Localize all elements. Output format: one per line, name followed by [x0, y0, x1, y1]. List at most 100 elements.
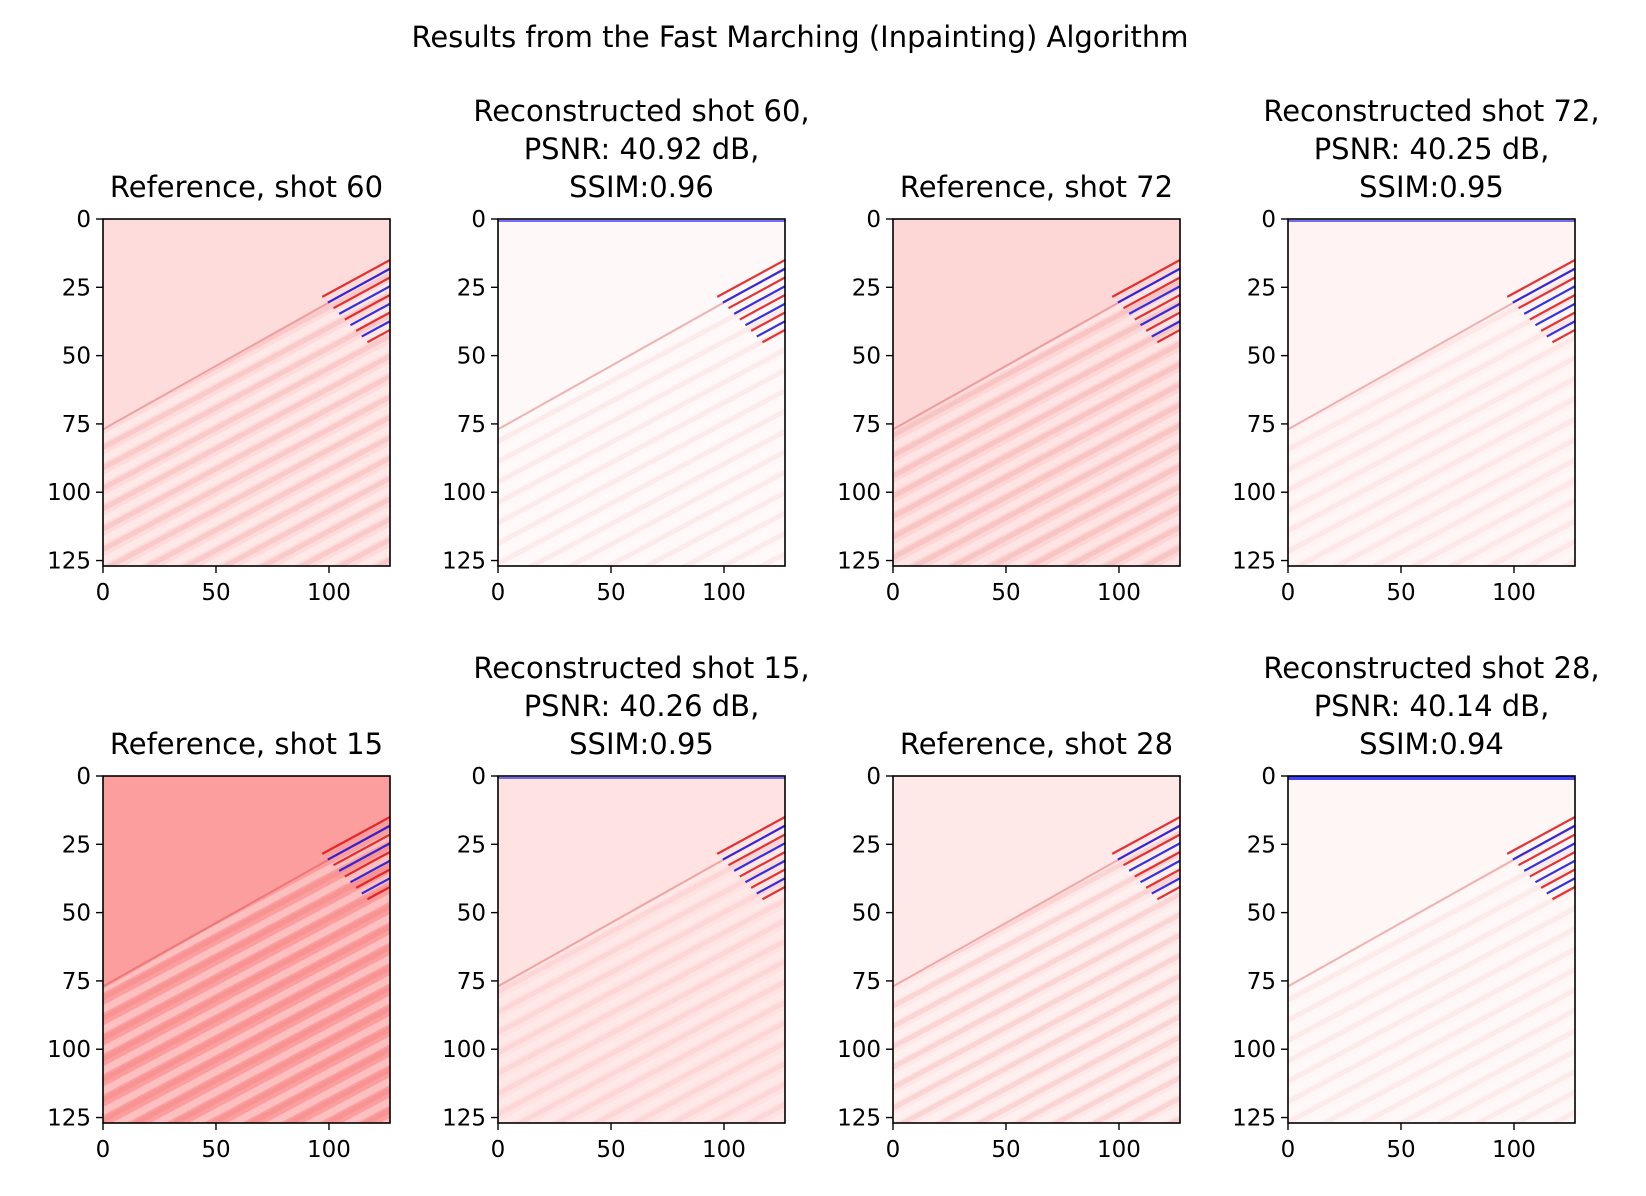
- x-tick-label: 50: [596, 1137, 625, 1163]
- x-tick-label: 100: [1492, 1137, 1536, 1163]
- axes-frame: [497, 218, 786, 567]
- y-tick-label: 125: [47, 549, 91, 575]
- y-tick-label: 100: [47, 1037, 91, 1063]
- subplot-title-line: Reference, shot 28: [900, 727, 1173, 761]
- subplot-title-line: PSNR: 40.26 dB,: [524, 689, 760, 723]
- y-tick-label: 25: [457, 832, 486, 858]
- x-tick-label: 100: [1492, 580, 1536, 606]
- source-wavelet: [1506, 259, 1575, 344]
- wavefield-region: [893, 268, 1180, 566]
- subplot-title-line: Reconstructed shot 60,: [473, 94, 809, 128]
- x-tick-label: 50: [201, 580, 230, 606]
- y-tick-label: 125: [47, 1106, 91, 1132]
- x-tick-label: 0: [886, 1137, 901, 1163]
- axes-frame: [1287, 218, 1576, 567]
- x-tick-label: 50: [201, 1137, 230, 1163]
- y-tick-label: 75: [62, 412, 91, 438]
- subplot-title-line: Reconstructed shot 15,: [473, 651, 809, 685]
- x-tick-label: 50: [991, 580, 1020, 606]
- subplot-title-line: SSIM:0.94: [1359, 727, 1504, 761]
- y-tick-label: 25: [62, 275, 91, 301]
- y-tick-label: 50: [62, 344, 91, 370]
- x-tick-label: 0: [96, 1137, 111, 1163]
- subplot-2: Reconstructed shot 60, PSNR: 40.92 dB, SSI…: [442, 94, 810, 606]
- heatmap-image: [1288, 219, 1575, 566]
- heatmap-image: [893, 776, 1180, 1123]
- y-tick-label: 125: [837, 549, 881, 575]
- subplot-title-line: Reference, shot 60: [110, 170, 383, 204]
- x-tick-label: 100: [702, 580, 746, 606]
- y-tick-label: 125: [442, 1106, 486, 1132]
- y-tick-label: 75: [457, 412, 486, 438]
- wavefield-region: [498, 268, 785, 566]
- y-tick-label: 0: [1261, 764, 1276, 790]
- wavefield-region: [103, 825, 390, 1123]
- y-tick-label: 50: [457, 901, 486, 927]
- y-tick-label: 125: [1232, 549, 1276, 575]
- subplot-title-line: Reconstructed shot 72,: [1263, 94, 1599, 128]
- y-tick-label: 0: [471, 764, 486, 790]
- axes-frame: [102, 775, 391, 1124]
- y-tick-label: 100: [442, 1037, 486, 1063]
- source-wavelet: [1111, 259, 1180, 344]
- y-tick-label: 0: [1261, 207, 1276, 233]
- y-tick-label: 50: [852, 344, 881, 370]
- y-tick-label: 0: [866, 207, 881, 233]
- y-tick-label: 50: [1247, 344, 1276, 370]
- y-tick-label: 25: [852, 832, 881, 858]
- x-tick-label: 100: [702, 1137, 746, 1163]
- axes-frame: [1287, 775, 1576, 1124]
- heatmap-image: [893, 219, 1180, 566]
- y-tick-label: 25: [457, 275, 486, 301]
- y-tick-label: 50: [457, 344, 486, 370]
- subplot-8: Reconstructed shot 28, PSNR: 40.14 dB, SSI…: [1232, 651, 1600, 1163]
- x-tick-label: 100: [307, 580, 351, 606]
- x-tick-label: 50: [1386, 1137, 1415, 1163]
- y-tick-label: 25: [852, 275, 881, 301]
- wavefield-region: [893, 825, 1180, 1123]
- heatmap-image: [498, 219, 785, 566]
- y-tick-label: 50: [62, 901, 91, 927]
- y-tick-label: 125: [837, 1106, 881, 1132]
- y-tick-label: 75: [852, 412, 881, 438]
- y-tick-label: 0: [471, 207, 486, 233]
- subplot-title-line: PSNR: 40.14 dB,: [1314, 689, 1550, 723]
- y-tick-label: 125: [442, 549, 486, 575]
- heatmap-image: [103, 776, 390, 1123]
- x-tick-label: 50: [596, 580, 625, 606]
- x-tick-label: 0: [1281, 1137, 1296, 1163]
- subplot-title-line: Reference, shot 15: [110, 727, 383, 761]
- subplot-title-line: SSIM:0.95: [1359, 170, 1504, 204]
- y-tick-label: 125: [1232, 1106, 1276, 1132]
- y-tick-label: 75: [457, 969, 486, 995]
- heatmap-image: [498, 776, 785, 1123]
- y-tick-label: 100: [442, 480, 486, 506]
- y-tick-label: 75: [1247, 969, 1276, 995]
- x-tick-label: 0: [886, 580, 901, 606]
- subplot-4: Reconstructed shot 72, PSNR: 40.25 dB, SSI…: [1232, 94, 1600, 606]
- x-tick-label: 100: [1097, 580, 1141, 606]
- x-tick-label: 50: [991, 1137, 1020, 1163]
- source-wavelet: [1111, 816, 1180, 901]
- y-tick-label: 50: [852, 901, 881, 927]
- figure-title: Results from the Fast Marching (Inpainti…: [411, 20, 1189, 54]
- axes-frame: [102, 218, 391, 567]
- heatmap-image: [103, 219, 390, 566]
- source-wavelet: [321, 259, 390, 344]
- axes-frame: [892, 218, 1181, 567]
- source-wavelet: [716, 259, 785, 344]
- y-tick-label: 100: [837, 480, 881, 506]
- subplot-title-line: SSIM:0.95: [569, 727, 714, 761]
- x-tick-label: 0: [491, 580, 506, 606]
- source-wavelet: [321, 816, 390, 901]
- x-tick-label: 50: [1386, 580, 1415, 606]
- axes-frame: [497, 775, 786, 1124]
- y-tick-label: 25: [62, 832, 91, 858]
- y-tick-label: 0: [76, 764, 91, 790]
- x-tick-label: 100: [1097, 1137, 1141, 1163]
- subplot-6: Reconstructed shot 15, PSNR: 40.26 dB, SSI…: [442, 651, 810, 1163]
